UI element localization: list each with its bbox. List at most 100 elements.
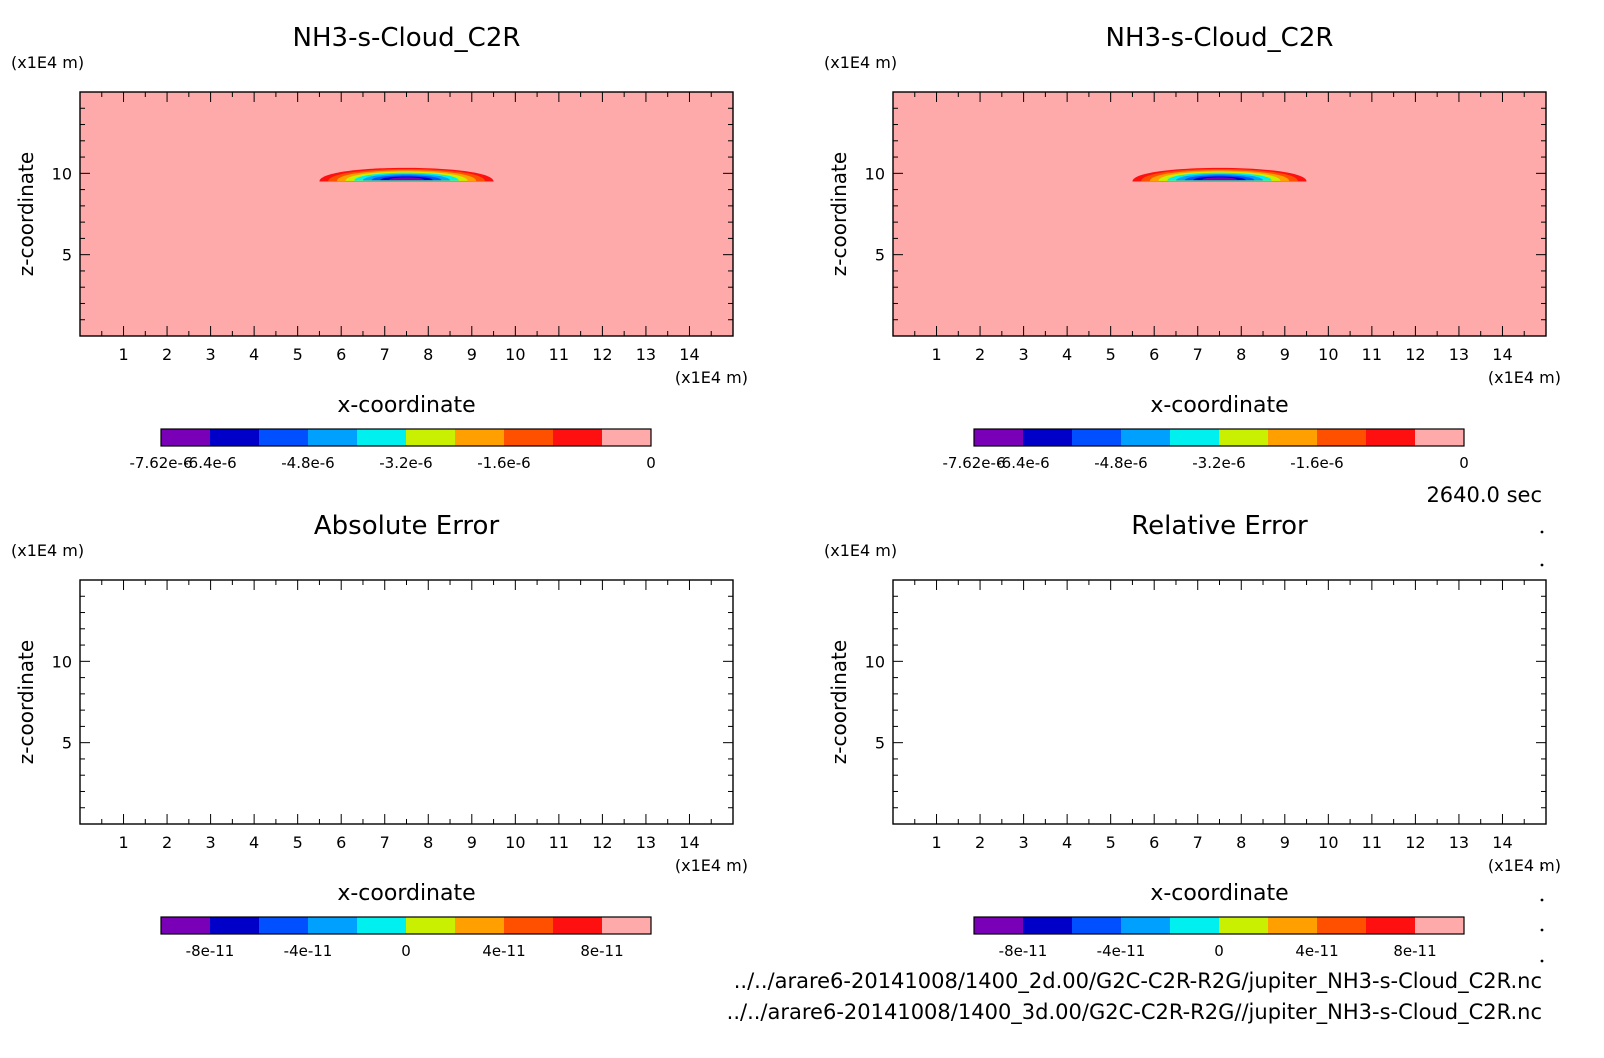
x-tick-label: 6 (336, 833, 346, 852)
y-axis-label: z-coordinate (14, 640, 38, 764)
side-dots (1540, 530, 1544, 963)
colorbar-label: -8e-11 (999, 942, 1048, 960)
plot-area (893, 580, 1546, 824)
x-tick-label: 1 (118, 345, 128, 364)
colorbar-label: -7.62e-6 (943, 454, 1006, 472)
x-tick-label: 2 (975, 345, 985, 364)
y-unit-label: (x1E4 m) (11, 53, 84, 72)
x-tick-label: 5 (1106, 345, 1116, 364)
x-axis-label: x-coordinate (337, 881, 475, 906)
colorbar-segment (1415, 917, 1465, 934)
colorbar-segment (602, 917, 652, 934)
y-tick-label: 5 (62, 246, 72, 265)
colorbar-label: -8e-11 (186, 942, 235, 960)
y-axis-label: z-coordinate (14, 152, 38, 276)
colorbar-segment (259, 429, 309, 446)
x-tick-label: 14 (1492, 345, 1512, 364)
side-dot (1540, 898, 1544, 902)
x-tick-label: 13 (636, 345, 656, 364)
colorbar-segment (553, 429, 603, 446)
x-tick-label: 6 (1149, 833, 1159, 852)
file-line-2: ../../arare6-20141008/1400_3d.00/G2C-C2R… (727, 1000, 1542, 1025)
plot-title: Relative Error (1131, 511, 1308, 541)
x-tick-label: 1 (118, 833, 128, 852)
side-dot (1540, 866, 1544, 870)
colorbar-label: -6.4e-6 (183, 454, 236, 472)
colorbar-segment (455, 429, 505, 446)
colorbar-label: 8e-11 (1393, 942, 1436, 960)
x-tick-label: 8 (423, 345, 433, 364)
panel-1: NH3-s-Cloud_C2R(x1E4 m)1 2 3 4 5 6 7 8 9 10 11 12 13… (11, 23, 748, 472)
y-unit-label: (x1E4 m) (824, 541, 897, 560)
x-tick-label: 10 (505, 345, 525, 364)
colorbar-segment (259, 917, 309, 934)
colorbar-label: 0 (1459, 454, 1469, 472)
plot-title: NH3-s-Cloud_C2R (1106, 23, 1334, 53)
file-line-1: ../../arare6-20141008/1400_2d.00/G2C-C2R… (734, 969, 1542, 994)
x-tick-label: 5 (293, 345, 303, 364)
colorbar-label: -4.8e-6 (281, 454, 334, 472)
y-tick-label: 5 (875, 246, 885, 265)
colorbar-segment (504, 429, 554, 446)
time-label: 2640.0 sec (1426, 483, 1542, 507)
plot-title: NH3-s-Cloud_C2R (293, 23, 521, 53)
x-tick-label: 3 (1019, 345, 1029, 364)
colorbar-segment (357, 917, 407, 934)
x-tick-label: 2 (975, 833, 985, 852)
panel-4: Relative Error(x1E4 m)1 2 3 4 5 6 7 8 9 10 11 12 13 1… (824, 511, 1561, 960)
x-tick-label: 7 (1193, 345, 1203, 364)
x-tick-label: 9 (467, 345, 477, 364)
x-tick-label: 11 (549, 833, 569, 852)
x-tick-label: 10 (1318, 345, 1338, 364)
colorbar-label: -3.2e-6 (1192, 454, 1245, 472)
x-tick-label: 5 (1106, 833, 1116, 852)
colorbar-segment (974, 429, 1024, 446)
y-tick-label: 5 (875, 734, 885, 753)
colorbar-label: 0 (646, 454, 656, 472)
colorbar-label: 4e-11 (1295, 942, 1338, 960)
plot-area (80, 580, 733, 824)
colorbar-label: -1.6e-6 (477, 454, 530, 472)
colorbar-label: -3.2e-6 (379, 454, 432, 472)
x-tick-label: 2 (162, 345, 172, 364)
colorbar-frame (973, 428, 1465, 447)
colorbar-segment (1317, 429, 1367, 446)
colorbar-segment (161, 429, 211, 446)
x-tick-label: 8 (1236, 833, 1246, 852)
colorbar-segment (1317, 917, 1367, 934)
x-tick-label: 11 (549, 345, 569, 364)
x-tick-label: 4 (1062, 345, 1072, 364)
x-tick-label: 9 (1280, 833, 1290, 852)
panel-3: Absolute Error(x1E4 m)1 2 3 4 5 6 7 8 9 10 11 12 13 1… (11, 511, 748, 960)
x-tick-label: 1 (931, 345, 941, 364)
x-unit-label: (x1E4 m) (675, 856, 748, 875)
y-tick-label: 10 (52, 164, 72, 183)
x-tick-label: 7 (1193, 833, 1203, 852)
x-tick-label: 9 (1280, 345, 1290, 364)
x-tick-label: 9 (467, 833, 477, 852)
colorbar-segment (357, 429, 407, 446)
y-tick-label: 10 (865, 652, 885, 671)
colorbar-segment (210, 917, 260, 934)
colorbar-label: -4e-11 (1097, 942, 1146, 960)
x-tick-label: 4 (1062, 833, 1072, 852)
x-tick-label: 8 (1236, 345, 1246, 364)
y-unit-label: (x1E4 m) (824, 53, 897, 72)
y-tick-label: 10 (865, 164, 885, 183)
colorbar-segment (1268, 917, 1318, 934)
x-tick-label: 5 (293, 833, 303, 852)
x-tick-label: 14 (1492, 833, 1512, 852)
x-tick-label: 12 (1405, 833, 1425, 852)
x-tick-label: 11 (1362, 345, 1382, 364)
colorbar-frame (160, 916, 652, 935)
colorbar-segment (308, 917, 358, 934)
x-tick-label: 10 (505, 833, 525, 852)
side-dot (1540, 959, 1544, 963)
x-tick-label: 13 (1449, 345, 1469, 364)
colorbar-frame (160, 428, 652, 447)
colorbar-label: 0 (401, 942, 411, 960)
colorbar-segment (1170, 917, 1220, 934)
x-tick-label: 4 (249, 833, 259, 852)
colorbar-segment (1219, 917, 1269, 934)
